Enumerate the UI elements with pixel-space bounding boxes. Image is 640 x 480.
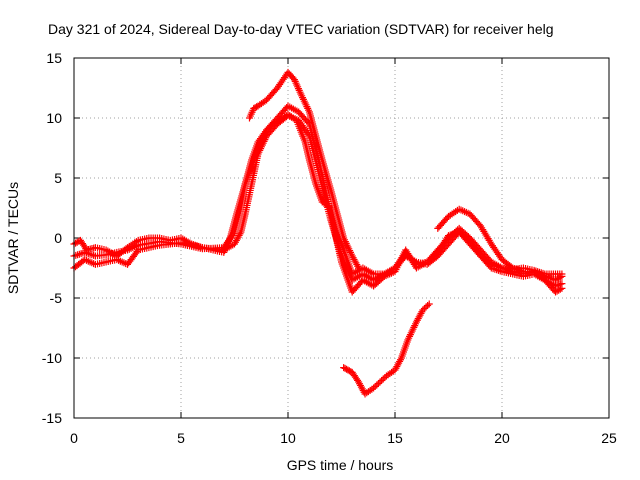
x-tick-label: 20	[494, 430, 510, 446]
y-tick-label: -5	[50, 290, 63, 306]
data-point	[425, 300, 433, 308]
data-point	[424, 302, 432, 309]
data-point	[354, 262, 362, 270]
series-trace-upper-right	[434, 205, 566, 296]
data-point	[374, 380, 382, 387]
x-tick-label: 5	[177, 430, 185, 446]
y-tick-label: 0	[54, 230, 62, 246]
x-tick-label: 0	[70, 430, 78, 446]
data-point	[420, 305, 428, 312]
data-points	[70, 68, 566, 398]
axis-ticks: 0 5 10 15 20 25 -15 -10 -5 0 5 10 15	[42, 50, 617, 446]
data-point	[370, 384, 378, 392]
x-tick-label: 10	[280, 430, 296, 446]
x-tick-label: 15	[387, 430, 403, 446]
y-tick-label: -15	[42, 410, 62, 426]
data-point	[373, 381, 381, 389]
series-trace-high	[245, 68, 363, 272]
data-point	[264, 125, 272, 132]
data-point	[355, 264, 363, 272]
x-tick-label: 25	[601, 430, 617, 446]
data-point	[556, 285, 564, 293]
data-point	[379, 375, 387, 383]
plot-frame	[73, 57, 610, 419]
chart-title: Day 321 of 2024, Sidereal Day-to-day VTE…	[48, 21, 554, 37]
x-axis-title: GPS time / hours	[287, 457, 394, 473]
data-point	[558, 284, 566, 292]
data-point	[376, 378, 384, 386]
y-tick-label: 15	[46, 50, 62, 66]
data-point	[263, 126, 271, 134]
data-point	[397, 356, 405, 364]
data-point	[266, 123, 274, 131]
data-point	[378, 377, 386, 384]
y-tick-label: 5	[54, 170, 62, 186]
series-trace-low	[340, 300, 433, 398]
y-axis-title: SDTVAR / TECUs	[5, 182, 21, 294]
y-tick-label: 10	[46, 110, 62, 126]
y-tick-label: -10	[42, 350, 62, 366]
data-point	[558, 270, 566, 278]
data-point	[371, 383, 379, 390]
data-point	[419, 306, 427, 314]
data-point	[236, 230, 244, 238]
data-point	[422, 303, 430, 311]
data-point	[555, 286, 563, 294]
data-point	[555, 274, 563, 282]
